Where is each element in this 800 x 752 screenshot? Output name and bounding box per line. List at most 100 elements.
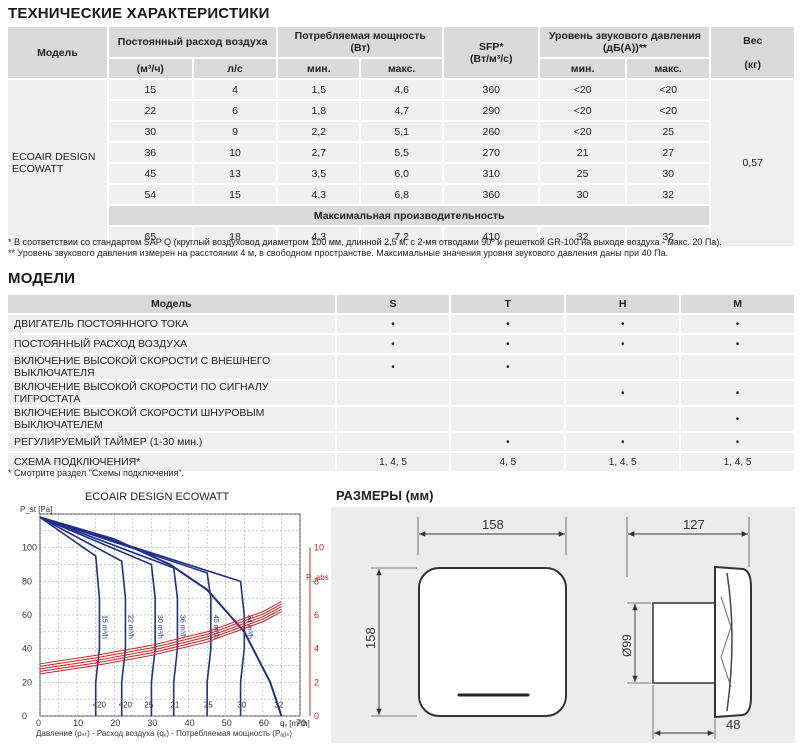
spec-cell: 360 xyxy=(444,185,539,204)
chart-noise-label: <20 xyxy=(92,701,106,710)
chart-x-tick: 20 xyxy=(110,718,120,728)
models-cell-h: • xyxy=(566,433,680,451)
models-row: ПОСТОЯННЫЙ РАСХОД ВОЗДУХА • • • • xyxy=(8,335,794,353)
chart-series-label: 15 m³/h xyxy=(100,615,107,639)
chart-y-tick: 40 xyxy=(22,644,32,654)
spec-cell: 4,3 xyxy=(278,227,360,246)
header-power-max: макс. xyxy=(361,59,443,78)
spec-cell: 290 xyxy=(444,101,539,120)
models-header-t: T xyxy=(451,295,565,313)
chart-series-line xyxy=(39,516,101,716)
header-power-min: мин. xyxy=(278,59,360,78)
models-cell-m: 1, 4, 5 xyxy=(681,453,794,471)
spec-cell: 6,0 xyxy=(361,164,443,183)
chart-series-line xyxy=(39,516,156,716)
spec-cell: 13 xyxy=(193,164,277,183)
chart-series-line xyxy=(39,516,127,716)
chart-noise-label: 25 xyxy=(204,701,213,710)
spec-cell: 21 xyxy=(540,143,625,162)
models-cell-s: • xyxy=(336,355,450,379)
chart-power-curve xyxy=(39,606,282,670)
models-cell-h xyxy=(566,407,680,431)
specs-footnote-2: ** Уровень звукового давления измерен на… xyxy=(8,248,669,258)
spec-cell: 360 xyxy=(444,80,539,99)
models-cell-t: • xyxy=(451,315,565,333)
header-airflow: Постоянный расход воздуха xyxy=(108,27,277,57)
models-feature: ВКЛЮЧЕНИЕ ВЫСОКОЙ СКОРОСТИ С ВНЕШНЕГО ВЫ… xyxy=(8,355,335,379)
spec-cell: 32 xyxy=(626,227,710,246)
models-cell-m: • xyxy=(681,315,794,333)
spec-cell: 3,5 xyxy=(278,164,360,183)
chart-x-tick: 10 xyxy=(73,718,83,728)
models-cell-m xyxy=(681,355,794,379)
header-sfp: SFP* (Вт/м³/с) xyxy=(444,27,539,78)
dims-title: РАЗМЕРЫ (мм) xyxy=(336,488,434,503)
spec-cell: 18 xyxy=(193,227,277,246)
models-header-feature: Модель xyxy=(8,295,335,313)
spec-cell: 45 xyxy=(108,164,192,183)
spec-cell: 25 xyxy=(626,122,710,141)
chart-series-line xyxy=(39,516,212,716)
chart-series-label: 36 m³/h xyxy=(178,615,185,639)
header-ls: л/с xyxy=(193,59,277,78)
spec-cell: 36 xyxy=(108,143,192,162)
models-header-s: S xyxy=(336,295,450,313)
spec-cell: 6 xyxy=(193,101,277,120)
spec-cell: 270 xyxy=(444,143,539,162)
spec-cell: 22 xyxy=(108,101,192,120)
spec-cell: <20 xyxy=(540,122,625,141)
models-table: Модель S T H M ДВИГАТЕЛЬ ПОСТОЯННОГО ТОКА • • •… xyxy=(6,293,796,473)
spec-cell: 32 xyxy=(540,227,625,246)
models-cell-t: • xyxy=(451,433,565,451)
spec-cell: 4,6 xyxy=(361,80,443,99)
dim-duct-diameter: Ø99 xyxy=(620,634,634,657)
spec-cell: 5,1 xyxy=(361,122,443,141)
chart-y2-tick: 8 xyxy=(314,576,319,586)
models-cell-h xyxy=(566,355,680,379)
chart-power-curve xyxy=(39,611,282,675)
chart-series-line xyxy=(39,516,246,716)
chart-x-unit: qᵥ [m³/h] xyxy=(280,719,310,728)
front-view xyxy=(371,517,567,717)
models-footnote: * Смотрите раздел "Схемы подключения". xyxy=(8,468,185,478)
models-header-h: H xyxy=(566,295,680,313)
models-cell-t: • xyxy=(451,355,565,379)
chart-noise-label: <20 xyxy=(118,701,132,710)
models-feature: СХЕМА ПОДКЛЮЧЕНИЯ* xyxy=(8,453,335,471)
spec-cell: 30 xyxy=(540,185,625,204)
models-cell-s: • xyxy=(336,335,450,353)
header-noise: Уровень звукового давления (дБ(А))** xyxy=(540,27,710,57)
chart-series-label: 22 m³/h xyxy=(126,615,133,639)
specs-title: ТЕХНИЧЕСКИЕ ХАРАКТЕРИСТИКИ xyxy=(8,5,270,22)
models-row: ВКЛЮЧЕНИЕ ВЫСОКОЙ СКОРОСТИ ПО СИГНАЛУ ГИ… xyxy=(8,381,794,405)
chart-x-tick: 40 xyxy=(185,718,195,728)
spec-cell: 2,7 xyxy=(278,143,360,162)
performance-chart: 0 10 20 30 40 50 60 70 0 20 40 60 80 100 0 2 4 6 8 10 P_st [… xyxy=(20,505,330,738)
spec-cell: 2,2 xyxy=(278,122,360,141)
spec-row: ECOAIR DESIGN ECOWATT 15 4 1,5 4,6 360 <20 <20 0,… xyxy=(8,80,794,246)
spec-cell: <20 xyxy=(626,101,710,120)
chart-series-label: 45 m³/h xyxy=(212,615,219,639)
spec-cell: 30 xyxy=(108,122,192,141)
spec-cell: 65 xyxy=(108,227,192,246)
models-feature: ПОСТОЯННЫЙ РАСХОД ВОЗДУХА xyxy=(8,335,335,353)
spec-cell: 9 xyxy=(193,122,277,141)
models-cell-h: • xyxy=(566,381,680,405)
spec-cell: 1,5 xyxy=(278,80,360,99)
chart-x-tick: 50 xyxy=(222,718,232,728)
chart-y2-tick: 0 xyxy=(314,711,319,721)
dim-front-width: 158 xyxy=(482,517,504,532)
spec-cell: 32 xyxy=(626,185,710,204)
chart-y-tick: 20 xyxy=(22,677,32,687)
chart-y-tick: 0 xyxy=(22,711,27,721)
models-cell-t xyxy=(451,381,565,405)
spec-row: 45 13 3,5 6,0 310 25 30 xyxy=(8,164,794,183)
dims-drawing-area: 158 158 127 Ø99 48 xyxy=(331,507,795,743)
models-cell-s: • xyxy=(336,315,450,333)
spec-cell: 25 xyxy=(540,164,625,183)
models-feature: РЕГУЛИРУЕМЫЙ ТАЙМЕР (1-30 мин.) xyxy=(8,433,335,451)
chart-x-tick: 70 xyxy=(296,718,306,728)
chart-series-label: 30 m³/h xyxy=(156,615,163,639)
spec-cell: 7,2 xyxy=(361,227,443,246)
spec-cell: 6,8 xyxy=(361,185,443,204)
